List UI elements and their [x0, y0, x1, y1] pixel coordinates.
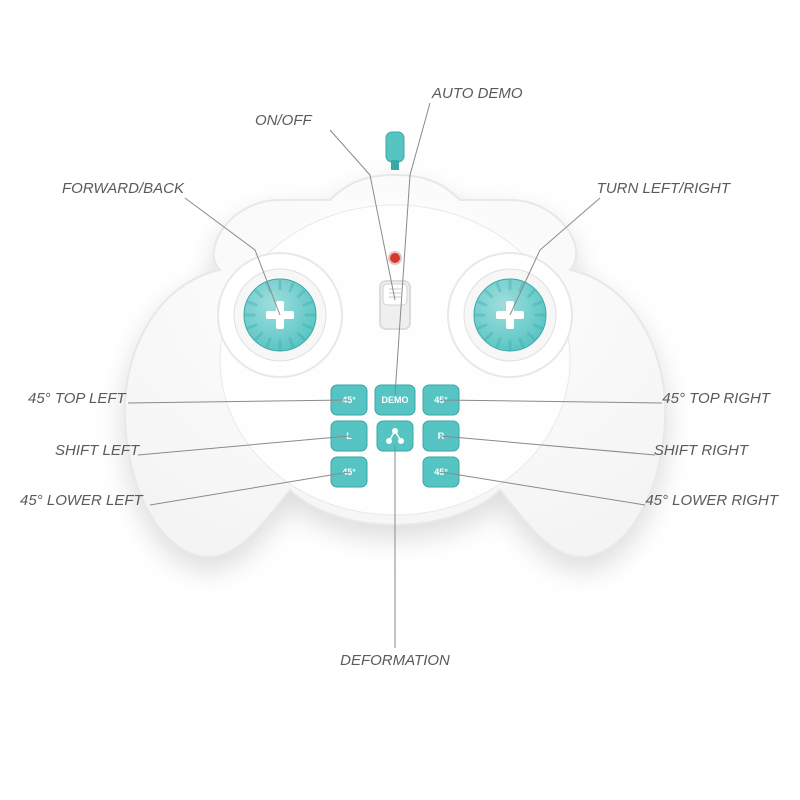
antenna-base [391, 160, 399, 170]
antenna-icon [386, 132, 404, 162]
label-shift-left: SHIFT LEFT [55, 442, 141, 459]
label-top-right-45: 45° TOP RIGHT [662, 390, 772, 407]
controller-diagram: DEMO45°45°LR45°45°FORWARD/BACKON/OFFAUTO… [0, 0, 800, 800]
svg-text:45°: 45° [342, 467, 356, 477]
power-led-icon [390, 253, 400, 263]
switch-knob [383, 284, 407, 305]
label-shift-right: SHIFT RIGHT [654, 442, 750, 459]
label-deformation: DEFORMATION [340, 652, 450, 669]
label-on-off: ON/OFF [255, 112, 312, 129]
label-auto-demo: AUTO DEMO [431, 85, 523, 102]
svg-text:DEMO: DEMO [382, 395, 409, 405]
label-forward-back: FORWARD/BACK [62, 180, 185, 197]
label-top-left-45: 45° TOP LEFT [28, 390, 128, 407]
label-lower-left-45: 45° LOWER LEFT [20, 492, 145, 509]
label-lower-right-45: 45° LOWER RIGHT [645, 492, 780, 509]
label-turn-lr: TURN LEFT/RIGHT [597, 180, 732, 197]
